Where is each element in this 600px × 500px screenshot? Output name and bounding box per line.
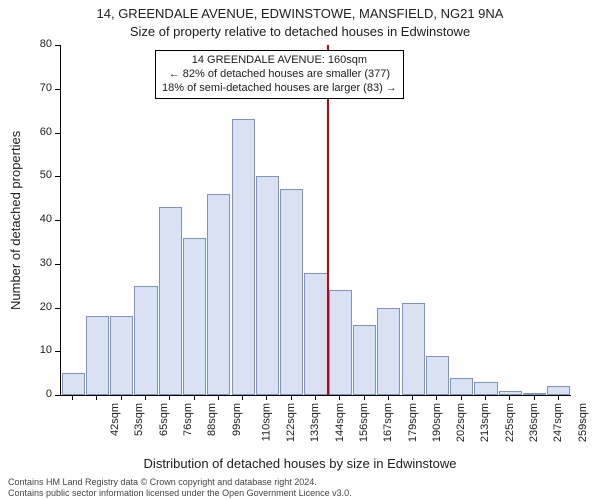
histogram-bar	[329, 290, 352, 395]
xtick-mark	[436, 395, 437, 400]
xtick-label: 167sqm	[382, 403, 394, 442]
histogram-bar	[110, 316, 133, 395]
xtick-label: 122sqm	[285, 403, 297, 442]
ytick-label: 50	[40, 169, 52, 181]
xtick-label: 42sqm	[109, 403, 121, 436]
xtick-mark	[145, 395, 146, 400]
ytick-label: 20	[40, 301, 52, 313]
histogram-bar	[474, 382, 497, 395]
xtick-label: 179sqm	[407, 403, 419, 442]
histogram-bar	[523, 393, 546, 395]
xtick-mark	[509, 395, 510, 400]
xtick-label: 156sqm	[358, 403, 370, 442]
histogram-bar	[426, 356, 449, 395]
ytick-mark	[55, 264, 60, 265]
xtick-label: 88sqm	[206, 403, 218, 436]
xtick-mark	[218, 395, 219, 400]
xtick-label: 144sqm	[334, 403, 346, 442]
xtick-mark	[194, 395, 195, 400]
histogram-bar	[402, 303, 425, 395]
histogram-bar	[280, 189, 303, 395]
xtick-mark	[364, 395, 365, 400]
footer-line1: Contains HM Land Registry data © Crown c…	[8, 477, 352, 487]
xtick-label: 213sqm	[480, 403, 492, 442]
xtick-mark	[339, 395, 340, 400]
histogram-bar	[232, 119, 255, 395]
xtick-label: 236sqm	[528, 403, 540, 442]
annotation-box: 14 GREENDALE AVENUE: 160sqm← 82% of deta…	[155, 50, 404, 99]
histogram-bar	[547, 386, 570, 395]
xtick-mark	[96, 395, 97, 400]
xtick-label: 99sqm	[231, 403, 243, 436]
annotation-line: ← 82% of detached houses are smaller (37…	[162, 68, 397, 82]
xtick-mark	[121, 395, 122, 400]
annotation-line: 14 GREENDALE AVENUE: 160sqm	[162, 54, 397, 68]
xtick-mark	[242, 395, 243, 400]
ytick-mark	[55, 45, 60, 46]
histogram-bar	[86, 316, 109, 395]
xtick-mark	[461, 395, 462, 400]
xtick-label: 259sqm	[577, 403, 589, 442]
ytick-label: 60	[40, 126, 52, 138]
xtick-mark	[534, 395, 535, 400]
xtick-label: 65sqm	[158, 403, 170, 436]
chart-title-line1: 14, GREENDALE AVENUE, EDWINSTOWE, MANSFI…	[0, 6, 600, 21]
histogram-bar	[183, 238, 206, 396]
footer-line2: Contains public sector information licen…	[8, 488, 352, 498]
histogram-bar	[256, 176, 279, 395]
ytick-label: 80	[40, 38, 52, 50]
ytick-mark	[55, 351, 60, 352]
xtick-label: 225sqm	[504, 403, 516, 442]
xtick-label: 133sqm	[310, 403, 322, 442]
y-axis-label: Number of detached properties	[8, 131, 23, 310]
xtick-mark	[291, 395, 292, 400]
ytick-label: 30	[40, 257, 52, 269]
xtick-mark	[412, 395, 413, 400]
xtick-label: 110sqm	[260, 403, 272, 441]
histogram-bar	[304, 273, 327, 396]
ytick-label: 40	[40, 213, 52, 225]
xtick-mark	[72, 395, 73, 400]
chart-container: { "chart": { "type": "histogram", "title…	[0, 0, 600, 500]
chart-title-line2: Size of property relative to detached ho…	[0, 24, 600, 39]
ytick-mark	[55, 220, 60, 221]
annotation-line: 18% of semi-detached houses are larger (…	[162, 82, 397, 96]
xtick-label: 76sqm	[182, 403, 194, 436]
ytick-mark	[55, 176, 60, 177]
histogram-bar	[353, 325, 376, 395]
xtick-label: 247sqm	[552, 403, 564, 442]
histogram-bar	[377, 308, 400, 396]
ytick-mark	[55, 308, 60, 309]
xtick-mark	[558, 395, 559, 400]
xtick-mark	[388, 395, 389, 400]
xtick-mark	[266, 395, 267, 400]
ytick-label: 0	[46, 388, 52, 400]
ytick-mark	[55, 89, 60, 90]
footer-attribution: Contains HM Land Registry data © Crown c…	[8, 477, 352, 498]
ytick-mark	[55, 395, 60, 396]
xtick-label: 202sqm	[455, 403, 467, 442]
histogram-bar	[62, 373, 85, 395]
xtick-label: 53sqm	[133, 403, 145, 436]
x-axis-label: Distribution of detached houses by size …	[0, 456, 600, 471]
xtick-label: 190sqm	[431, 403, 443, 442]
histogram-bar	[499, 391, 522, 395]
histogram-bar	[207, 194, 230, 395]
ytick-label: 70	[40, 82, 52, 94]
histogram-bar	[450, 378, 473, 396]
xtick-mark	[485, 395, 486, 400]
ytick-mark	[55, 133, 60, 134]
xtick-mark	[315, 395, 316, 400]
xtick-mark	[169, 395, 170, 400]
histogram-bar	[134, 286, 157, 395]
histogram-bar	[159, 207, 182, 395]
ytick-label: 10	[40, 344, 52, 356]
